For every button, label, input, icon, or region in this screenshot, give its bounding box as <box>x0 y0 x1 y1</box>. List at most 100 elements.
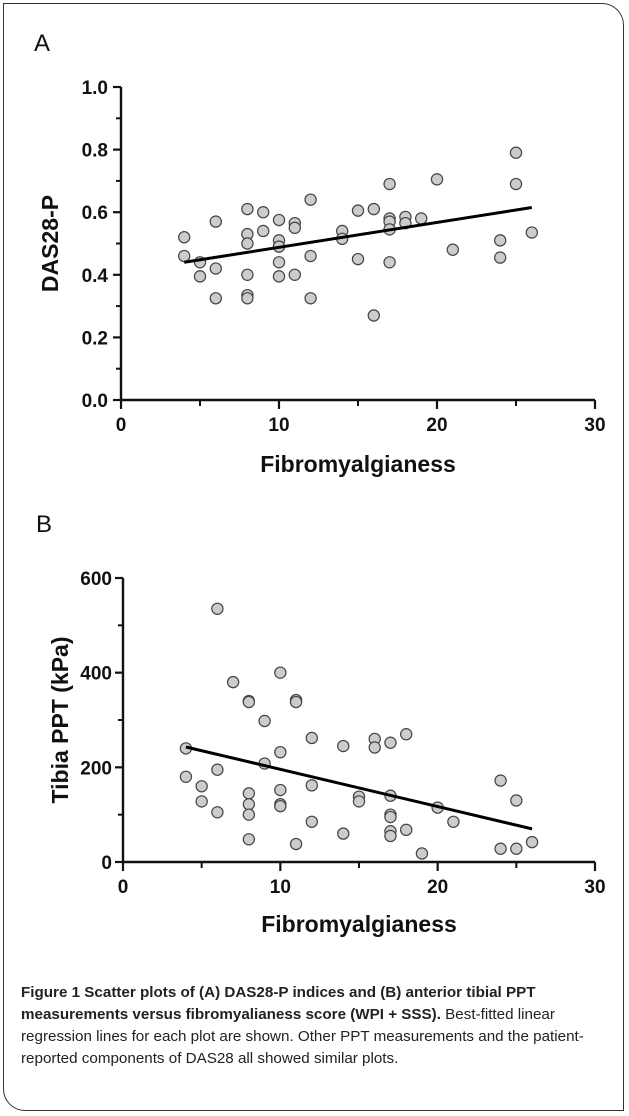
data-point <box>272 270 286 283</box>
data-point <box>258 714 271 728</box>
data-point <box>305 815 318 828</box>
data-point <box>430 173 444 186</box>
y-tick-label: 0.2 <box>82 328 108 349</box>
panel-letter: B <box>36 511 52 538</box>
data-point <box>272 256 286 269</box>
data-point <box>384 810 397 824</box>
caption-body: Best-fitted linear regression lines for … <box>21 1006 584 1067</box>
x-axis-label: Fibromyalgianess <box>260 451 456 477</box>
data-point <box>274 666 287 679</box>
regression-line <box>185 745 533 831</box>
data-point <box>242 695 256 709</box>
data-point <box>242 808 256 821</box>
data-point <box>288 268 301 281</box>
caption-title: Figure 1 Scatter plots of (A) DAS28-P in… <box>21 984 536 1023</box>
x-tick-label: 30 <box>584 415 605 436</box>
x-tick-label: 20 <box>426 415 447 436</box>
data-point <box>211 602 224 615</box>
data-point <box>209 292 222 305</box>
y-tick-label: 400 <box>80 664 112 685</box>
data-point <box>211 763 224 776</box>
data-point <box>257 224 270 238</box>
data-point <box>242 787 256 800</box>
data-point <box>446 243 459 256</box>
y-tick-label: 1.0 <box>82 78 108 99</box>
data-point <box>383 256 396 269</box>
data-point <box>289 837 303 851</box>
data-point <box>274 783 287 797</box>
data-point <box>337 739 350 753</box>
data-point <box>525 226 539 239</box>
y-tick-label: 0.8 <box>82 141 108 162</box>
y-axis-label: Tibia PPT (kPa) <box>47 636 73 803</box>
data-point <box>241 268 254 281</box>
x-tick-label: 0 <box>116 415 127 436</box>
data-point <box>211 806 224 819</box>
y-tick-label: 0.4 <box>82 266 109 287</box>
y-tick-label: 0 <box>101 853 112 874</box>
x-tick-label: 0 <box>118 877 129 898</box>
data-point <box>209 215 222 228</box>
data-point <box>509 146 523 159</box>
data-point <box>257 205 270 219</box>
data-point <box>289 695 303 709</box>
data-point <box>447 815 460 828</box>
panel-letter: A <box>34 30 50 57</box>
data-point <box>415 847 429 860</box>
data-point <box>494 842 507 855</box>
data-point <box>274 799 287 813</box>
x-tick-label: 20 <box>427 877 448 898</box>
figure-caption: Figure 1 Scatter plots of (A) DAS28-P in… <box>21 982 611 1070</box>
data-point <box>241 202 254 216</box>
x-tick-label: 30 <box>584 877 605 898</box>
y-tick-label: 0.6 <box>82 203 108 224</box>
x-tick-label: 10 <box>268 415 289 436</box>
data-point <box>304 249 317 263</box>
regression-line <box>183 206 533 264</box>
data-point <box>272 213 286 227</box>
data-point <box>351 204 365 217</box>
data-point <box>494 774 507 787</box>
data-point <box>304 193 317 206</box>
y-tick-label: 200 <box>80 758 112 779</box>
x-tick-label: 10 <box>270 877 291 898</box>
data-point <box>494 251 507 264</box>
data-point <box>367 309 380 322</box>
data-point <box>400 823 413 837</box>
data-point <box>383 177 396 191</box>
data-point <box>177 249 191 263</box>
data-point <box>510 842 523 855</box>
data-point <box>304 292 317 305</box>
data-point <box>241 292 254 305</box>
data-point <box>525 835 539 849</box>
data-point <box>509 177 523 191</box>
data-point <box>288 221 301 235</box>
data-point <box>195 780 208 793</box>
y-tick-label: 600 <box>80 569 112 590</box>
data-point <box>351 252 365 266</box>
panel-a: A 0.0 0.2 0.4 0.6 0.8 1.0 0 10 20 30 Fibromyalgiane… <box>34 30 606 477</box>
data-point <box>384 736 397 749</box>
x-axis-label: Fibromyalgianess <box>261 911 457 937</box>
data-point <box>242 833 256 846</box>
data-point <box>337 827 350 840</box>
data-point <box>367 202 380 216</box>
data-point <box>193 270 207 283</box>
data-point <box>274 745 287 759</box>
panel-b: B 0 200 400 600 0 10 20 30 Fibromyalgianess Tibia … <box>36 511 606 937</box>
data-point <box>510 794 523 807</box>
data-point <box>368 741 381 754</box>
data-point <box>179 770 193 784</box>
data-point <box>305 731 318 745</box>
data-point <box>226 675 240 689</box>
y-tick-label: 0.0 <box>82 391 108 412</box>
y-axis-label: DAS28-P <box>37 195 63 292</box>
data-point <box>242 798 256 811</box>
data-point <box>195 795 208 808</box>
data-point <box>400 728 413 741</box>
data-point <box>241 237 254 250</box>
data-point <box>177 231 191 244</box>
data-point <box>352 795 366 808</box>
data-point <box>384 829 397 843</box>
data-point <box>305 779 318 792</box>
